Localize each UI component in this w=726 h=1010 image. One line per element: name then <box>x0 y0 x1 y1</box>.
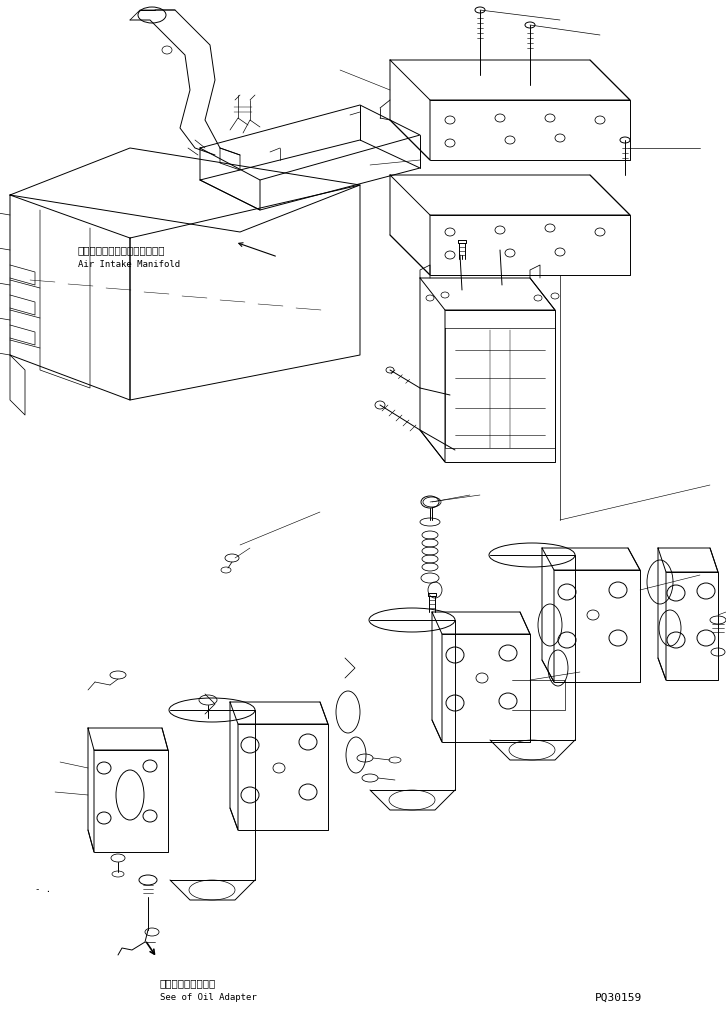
Text: エアーインテークマニホールド: エアーインテークマニホールド <box>78 245 166 255</box>
Text: See of Oil Adapter: See of Oil Adapter <box>160 993 257 1002</box>
Text: Air Intake Manifold: Air Intake Manifold <box>78 260 180 269</box>
Text: オイルアダプタ参照: オイルアダプタ参照 <box>160 978 216 988</box>
Text: PQ30159: PQ30159 <box>595 993 643 1003</box>
Text: - .: - . <box>35 885 51 894</box>
